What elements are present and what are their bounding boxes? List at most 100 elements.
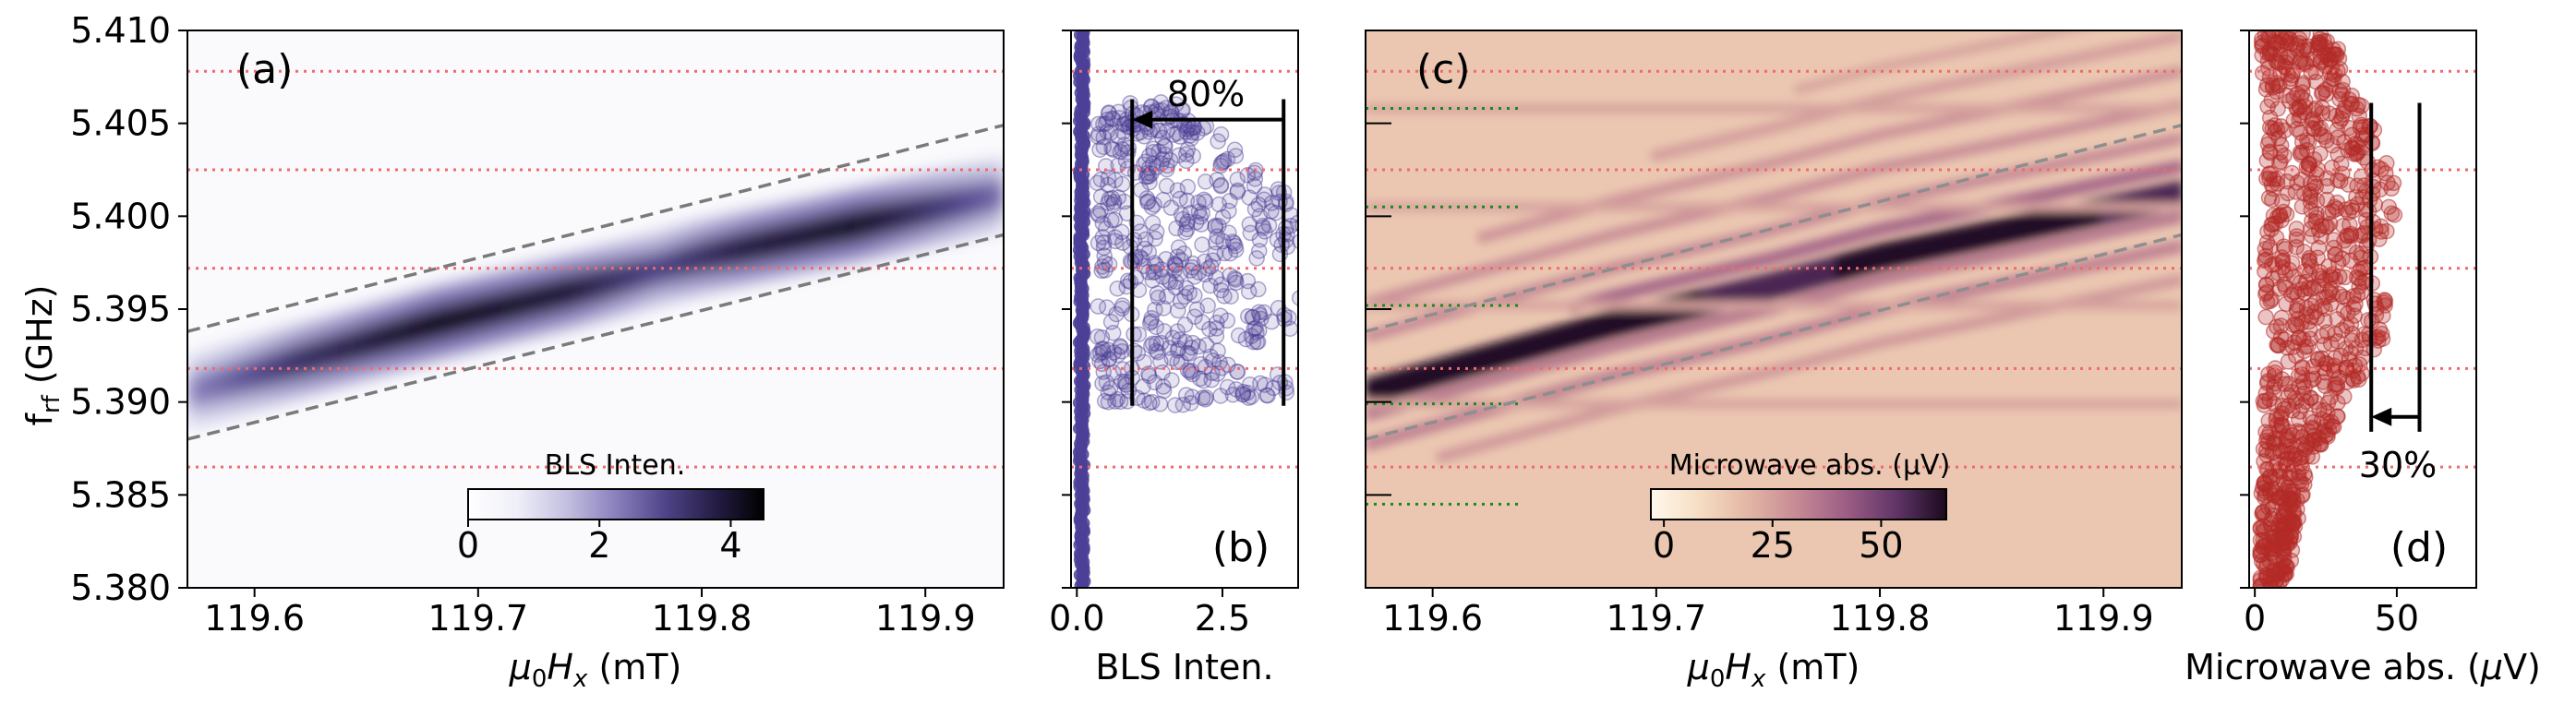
heatmap-cell bbox=[1926, 52, 1938, 62]
heatmap-cell bbox=[1590, 344, 1602, 358]
scatter-point bbox=[1095, 239, 1113, 257]
scatter-point bbox=[1227, 148, 1245, 164]
heatmap-cell bbox=[2049, 207, 2061, 235]
scatter-point bbox=[1140, 244, 1158, 261]
heatmap-cell bbox=[1691, 383, 1703, 395]
heatmap-cell bbox=[1784, 267, 1796, 295]
heatmap-cell bbox=[2161, 242, 2173, 257]
heatmap-cell bbox=[1376, 434, 1388, 448]
scatter-point bbox=[1215, 233, 1232, 250]
scatter-point bbox=[2285, 528, 2303, 545]
scatter-point bbox=[1100, 384, 1117, 400]
heatmap-cell bbox=[441, 304, 451, 339]
heatmap-cell bbox=[1559, 416, 1571, 428]
scatter-point bbox=[2292, 53, 2309, 70]
scatter-point bbox=[1299, 207, 1314, 221]
heatmap-cell bbox=[1988, 249, 2000, 263]
scatter-point bbox=[1143, 338, 1160, 354]
scatter-point bbox=[1167, 273, 1185, 291]
heatmap-cell bbox=[2089, 84, 2101, 96]
scatter-point bbox=[1155, 191, 1172, 209]
scatter-point bbox=[1135, 156, 1152, 173]
scatter-point bbox=[1100, 341, 1116, 358]
scatter-point bbox=[1230, 327, 1247, 344]
heatmap-cell bbox=[722, 234, 733, 269]
heatmap-cell bbox=[1518, 364, 1530, 377]
heatmap-cell bbox=[1946, 180, 1958, 192]
heatmap-cell bbox=[2161, 162, 2173, 176]
scatter-point bbox=[1250, 196, 1268, 213]
heatmap-cell bbox=[1752, 125, 1764, 137]
scatter-point bbox=[1152, 334, 1170, 352]
scatter-point bbox=[1209, 314, 1225, 331]
heatmap-cell bbox=[1763, 252, 1775, 266]
scatter-point bbox=[1256, 304, 1272, 321]
panel-c-y-ticks bbox=[1366, 30, 1391, 589]
heatmap-cell bbox=[1712, 314, 1724, 329]
heatmap-cell bbox=[1835, 347, 1847, 359]
heatmap-cell bbox=[295, 343, 307, 378]
heatmap-cell bbox=[1896, 58, 1908, 68]
heatmap-cell bbox=[2018, 64, 2030, 76]
scatter-point bbox=[2327, 376, 2343, 393]
heatmap-cell bbox=[1570, 379, 1582, 393]
scatter-point bbox=[1136, 392, 1152, 409]
scatter-point bbox=[1245, 308, 1261, 326]
scatter-point bbox=[2331, 269, 2348, 285]
heatmap-cell bbox=[2049, 266, 2061, 280]
heatmap-cell bbox=[196, 372, 207, 406]
scatter-point bbox=[1116, 115, 1134, 132]
heatmap-cell bbox=[1956, 256, 1968, 269]
heatmap-cell bbox=[1487, 261, 1499, 274]
heatmap-cell bbox=[1855, 248, 1867, 277]
scatter-point bbox=[1095, 341, 1112, 357]
heatmap-cell bbox=[1712, 135, 1724, 147]
heatmap-cell bbox=[2161, 136, 2173, 148]
heatmap-cell bbox=[2059, 124, 2071, 136]
scatter-point bbox=[1095, 115, 1112, 133]
heatmap-cell bbox=[713, 236, 724, 271]
panel-a: 119.6 119.7 119.8 119.9 5.380 5.385 5.390 5.39… bbox=[19, 10, 1005, 693]
heatmap-cell bbox=[1742, 307, 1754, 321]
heatmap-cell bbox=[2008, 35, 2020, 45]
scatter-point bbox=[1179, 213, 1197, 230]
panel-d-bracket-lines bbox=[2369, 102, 2422, 432]
scatter-point bbox=[1214, 209, 1232, 226]
heatmap-cell bbox=[2008, 168, 2020, 180]
heatmap-cell bbox=[1752, 255, 1764, 269]
heatmap-cell bbox=[2049, 159, 2061, 171]
scatter-point bbox=[1278, 379, 1294, 397]
panel-d-x-axis-label: Microwave abs. (μV) bbox=[2185, 647, 2541, 687]
scatter-point bbox=[1089, 174, 1106, 191]
heatmap-cell bbox=[2130, 142, 2142, 154]
scatter-point bbox=[1146, 255, 1163, 271]
heatmap-cell bbox=[2089, 117, 2101, 129]
panel-a-dashed-lines bbox=[187, 123, 1004, 441]
heatmap-cell bbox=[1732, 339, 1744, 353]
panel-a-colorbar-label: BLS Inten. bbox=[545, 449, 686, 482]
scatter-point bbox=[1095, 129, 1113, 146]
heatmap-cell bbox=[2140, 246, 2152, 260]
scatter-point bbox=[2280, 185, 2296, 202]
scatter-point bbox=[1139, 193, 1157, 209]
heatmap-cell bbox=[1896, 268, 1908, 282]
scatter-point bbox=[1170, 302, 1186, 319]
scatter-point bbox=[1185, 334, 1201, 352]
x-tick-label: 2.5 bbox=[1195, 598, 1250, 639]
scatter-point bbox=[1243, 328, 1260, 344]
scatter-point bbox=[1278, 232, 1294, 249]
heatmap-cell bbox=[1814, 238, 1826, 252]
scatter-point bbox=[1148, 318, 1164, 336]
scatter-point bbox=[2329, 129, 2346, 146]
scatter-point bbox=[1194, 236, 1210, 253]
scatter-point bbox=[2289, 492, 2305, 508]
heatmap-cell bbox=[1855, 227, 1867, 242]
scatter-point bbox=[1234, 384, 1252, 400]
scatter-point bbox=[1113, 140, 1131, 158]
scatter-point bbox=[2288, 37, 2305, 54]
scatter-point bbox=[2329, 200, 2345, 218]
heatmap-cell bbox=[2171, 161, 2182, 174]
heatmap-cell bbox=[1774, 155, 1786, 167]
scatter-point bbox=[2266, 124, 2283, 141]
scatter-point bbox=[2269, 318, 2285, 335]
